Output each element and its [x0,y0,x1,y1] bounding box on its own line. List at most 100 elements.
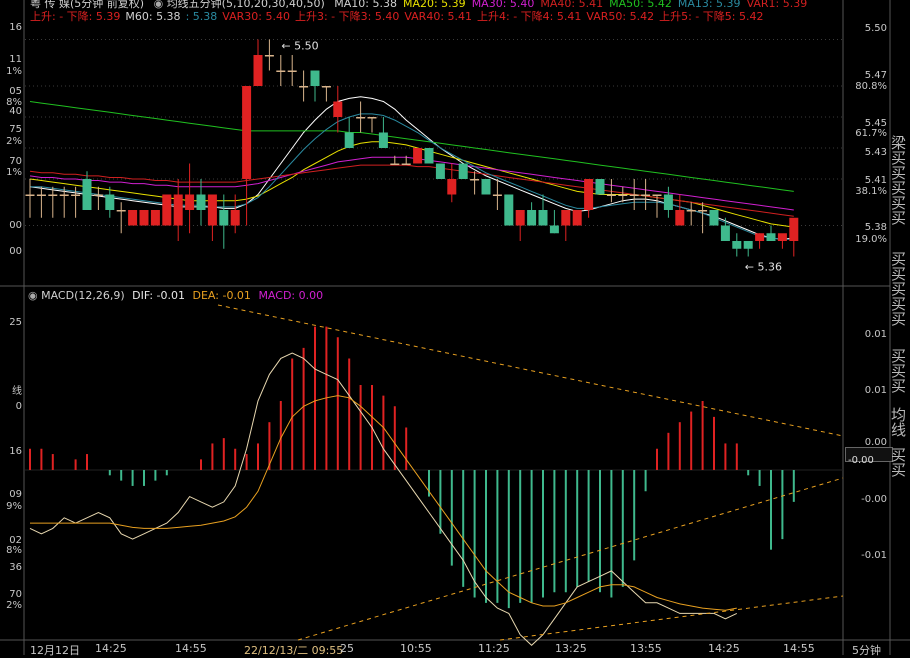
candle-body [356,117,366,119]
candle-body [492,194,502,196]
macd-header: ◉ MACD(12,26,9) DIF: -0.01 DEA: -0.01 MA… [28,290,323,302]
candle-body [299,86,309,88]
candle-body [333,101,343,117]
indicator-value-7: VAR50: 5.42 [586,10,655,23]
left-axis-label: 16 [9,446,22,457]
low-price-label: ← 5.36 [745,261,782,274]
side-label-3[interactable]: 均线 [889,407,907,437]
candle-body [447,179,457,195]
candle-body [709,210,719,226]
candle-body [652,194,662,196]
candle-body [162,194,172,226]
price-axis-tick: 5.45 [864,118,887,129]
left-axis-label: 75 [9,124,22,135]
left-axis-label: 70 [9,589,22,600]
candle-body [777,233,787,241]
side-label-1[interactable]: 买买买买买 [889,251,907,326]
ma-title[interactable]: 均线五分钟(5,10,20,30,40,50) [166,0,325,10]
left-axis-label: 11 [9,54,22,65]
candle-body [641,194,651,196]
candle-body [93,194,103,196]
left-axis-label: 09 [9,489,22,500]
left-axis-label: 70 [9,156,22,167]
macd-title[interactable]: MACD(12,26,9) [41,289,125,302]
candle-body [435,163,445,179]
time-axis-label: 14:25 [708,642,740,655]
candle-body [36,194,46,196]
left-axis-label: 25 [9,317,22,328]
side-label-4[interactable]: 买买 [889,447,907,477]
macd-axis-tick: 0.00 [864,437,887,448]
candle-body [185,194,195,210]
candle-body [344,132,354,148]
candle-body [538,210,548,226]
candle-body [606,194,616,196]
candle-body [527,210,537,226]
ma-value-6: VAR1: 5.39 [746,0,808,10]
candle-body [82,179,92,210]
candle-body [264,55,274,57]
candle-body [743,241,753,249]
macd-axis-tick: 0.01 [864,329,887,340]
candle-body [755,233,765,241]
left-axis-label: 8% [6,545,22,556]
candle-body [720,225,730,241]
time-axis-label: 11:25 [478,642,510,655]
macd-macd-value: MACD: 0.00 [258,289,324,302]
left-axis-label: 16 [9,22,22,33]
time-axis-label[interactable]: 5分钟 [852,644,881,657]
time-axis-label: 14:25 [95,642,127,655]
candle-body [207,194,217,226]
left-axis-label: 8% [6,97,22,108]
candle-body [584,179,594,210]
ma-value-5: MA13: 5.39 [677,0,741,10]
candle-body [116,210,126,212]
left-axis-label: 05 [9,86,22,97]
left-axis-label: 1% [6,167,22,178]
left-axis-label: 2% [6,600,22,611]
candle-body [321,86,331,88]
side-label-0[interactable]: 梁买买买买买 [889,135,907,225]
price-axis-tick: 5.50 [864,23,887,34]
ma-settings-icon[interactable]: ◉ [153,0,164,10]
candle-body [572,210,582,226]
trendline-upper [217,304,844,437]
candle-body [276,70,286,72]
macd-current-tag: -0.00 [845,447,893,466]
ma-value-4: MA50: 5.42 [609,0,672,10]
candle-body [48,194,58,196]
ma-value-3: MA40: 5.41 [540,0,604,10]
ma-line-ma50 [29,101,794,192]
candle-body [173,194,183,226]
indicator-value-1: M60: 5.38 [125,10,181,23]
time-axis-label: 13:25 [555,642,587,655]
chart-header-row1: 粤 传 媒(5分钟 前复权) ◉ 均线五分钟(5,10,20,30,40,50)… [30,0,807,10]
time-axis-label: 10:55 [400,642,432,655]
candle-body [481,179,491,195]
indicator-value-5: VAR40: 5.41 [404,10,473,23]
candle-body [230,210,240,226]
left-axis-label: 02 [9,535,22,546]
candle-body [515,210,525,226]
time-axis-label: 13:55 [630,642,662,655]
trendline-lower [499,595,844,641]
candle-body [367,117,377,119]
price-axis-tick: 61.7% [855,128,887,139]
price-axis-tick: 5.41 [864,175,887,186]
candle-body [128,210,138,226]
candle-body [287,70,297,72]
price-axis-tick: 19.0% [855,234,887,245]
ma-value-0: MA10: 5.38 [334,0,397,10]
candle-body [219,210,229,226]
ma-values: MA10: 5.38 MA20: 5.39 MA30: 5.40 MA40: 5.41… [328,0,807,10]
macd-settings-icon[interactable]: ◉ [28,289,38,302]
candle-body [139,210,149,226]
candle-body [698,210,708,212]
left-axis-label: 00 [9,220,22,231]
candle-body [595,179,605,195]
candle-body [561,210,571,226]
time-axis-label: 12月12日 [30,644,80,657]
side-label-2[interactable]: 买买买 [889,348,907,393]
time-axis-label: 14:55 [175,642,207,655]
